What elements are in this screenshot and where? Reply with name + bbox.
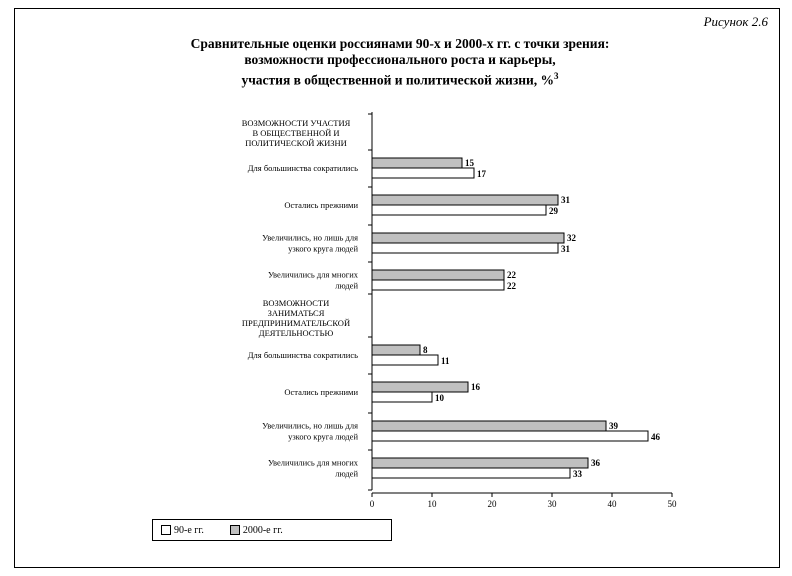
bar-90-group-1-row-3 [371,467,571,479]
value-2000-group-1-row-2: 39 [609,421,619,431]
title-footnote: 3 [554,71,559,81]
group-1-header-line-1: ЗАНИМАТЬСЯ [268,308,325,318]
group-0-header-line-1: В ОБЩЕСТВЕННОЙ И [252,128,339,138]
legend-label-90: 90-е гг. [174,524,204,536]
title-line-3-text: участия в общественной и политической жи… [241,72,555,88]
legend-item-90: 90-е гг. [161,525,204,536]
x-tick-label-2: 20 [488,499,498,509]
value-90-group-1-row-0: 11 [441,356,450,366]
bar-90-group-0-row-3 [371,279,505,291]
x-tick-label-3: 30 [548,499,558,509]
group-0-row-3-label-line-0: Увеличились для многих [268,270,359,280]
bar-2000-group-0-row-3 [371,269,505,281]
legend: 90-е гг. 2000-е гг. [152,519,392,541]
group-0-row-1-label-line-0: Остались прежними [284,200,358,210]
figure-label: Рисунок 2.6 [703,14,768,29]
value-90-group-0-row-1: 29 [549,206,559,216]
value-90-group-0-row-3: 22 [507,281,517,291]
bar-90-group-0-row-1 [371,204,547,216]
bar-2000-group-1-row-1 [371,381,469,393]
bar-90-group-1-row-2 [371,430,649,442]
group-0-header-line-2: ПОЛИТИЧЕСКОЙ ЖИЗНИ [245,138,347,148]
bar-2000-group-1-row-2 [371,420,607,432]
group-1-header-line-3: ДЕЯТЕЛЬНОСТЬЮ [259,328,334,338]
group-1-row-0-label-line-0: Для большинства сократились [248,350,358,360]
group-0-header-line-0: ВОЗМОЖНОСТИ УЧАСТИЯ [242,118,351,128]
value-90-group-1-row-1: 10 [435,393,445,403]
value-90-group-1-row-2: 46 [651,432,661,442]
value-90-group-1-row-3: 33 [573,469,583,479]
bar-2000-group-0-row-0 [371,157,463,169]
bar-2000-group-0-row-1 [371,194,559,206]
value-2000-group-0-row-3: 22 [507,270,517,280]
group-1-row-3-label-line-0: Увеличились для многих [268,458,359,468]
value-2000-group-1-row-0: 8 [423,345,428,355]
value-2000-group-1-row-1: 16 [471,382,481,392]
legend-swatch-90 [161,525,171,535]
group-0-row-2-label-line-0: Увеличились, но лишь для [262,233,358,243]
bar-2000-group-1-row-3 [371,457,589,469]
value-2000-group-0-row-1: 31 [561,195,571,205]
group-0-row-2-label-line-1: узкого круга людей [288,244,358,254]
bar-2000-group-1-row-0 [371,344,421,356]
group-0-row-3-label-line-1: людей [335,281,358,291]
figure-frame [14,8,780,568]
value-90-group-0-row-2: 31 [561,244,571,254]
bar-90-group-1-row-0 [371,354,439,366]
legend-swatch-2000 [229,525,240,535]
bar-90-group-0-row-2 [371,242,559,254]
legend-label-2000: 2000-е гг. [242,524,283,536]
group-1-row-3-label-line-1: людей [335,469,358,479]
group-1-header-line-0: ВОЗМОЖНОСТИ [263,298,330,308]
x-tick-label-1: 10 [428,499,438,509]
chart-title: Сравнительные оценки россиянами 90-х и 2… [40,36,760,89]
value-2000-group-1-row-3: 36 [591,458,601,468]
group-1-header-line-2: ПРЕДПРИНИМАТЕЛЬСКОЙ [242,318,350,328]
bar-2000-group-0-row-2 [371,232,565,244]
bar-90-group-1-row-1 [371,391,433,403]
group-0-row-0-label-line-0: Для большинства сократились [248,163,358,173]
value-2000-group-0-row-0: 15 [465,158,475,168]
group-1-row-1-label-line-0: Остались прежними [284,387,358,397]
value-90-group-0-row-0: 17 [477,169,487,179]
group-1-row-2-label-line-0: Увеличились, но лишь для [262,421,358,431]
value-2000-group-0-row-2: 32 [567,233,577,243]
x-tick-label-5: 50 [668,499,678,509]
bar-90-group-0-row-0 [371,167,475,179]
title-line-2: возможности профессионального роста и ка… [244,52,556,67]
x-tick-label-0: 0 [370,499,375,509]
legend-item-2000: 2000-е гг. [229,524,283,536]
title-line-3: участия в общественной и политической жи… [40,68,760,89]
group-1-row-2-label-line-1: узкого круга людей [288,432,358,442]
x-tick-label-4: 40 [608,499,618,509]
title-line-1: Сравнительные оценки россиянами 90-х и 2… [190,36,610,51]
